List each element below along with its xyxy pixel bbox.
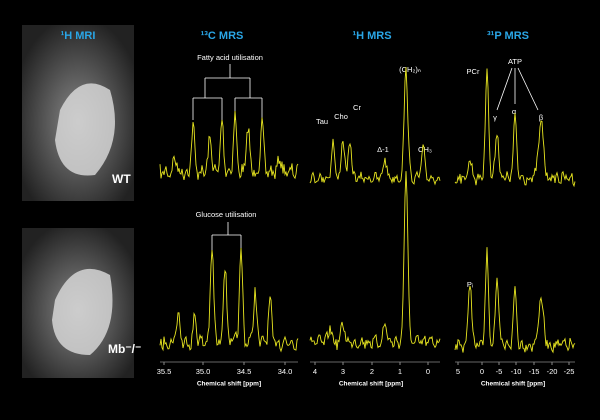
spectrum — [454, 247, 576, 354]
annotation: Glucose utilisation — [196, 210, 257, 219]
spectrum — [159, 110, 299, 181]
tick-label: 34.5 — [237, 367, 252, 376]
panel-title: ³¹P MRS — [487, 30, 529, 42]
annotation: Δ-1 — [377, 145, 389, 154]
tick-label: 5 — [456, 367, 460, 376]
tick-label: 35.0 — [196, 367, 211, 376]
tick-label: 3 — [341, 367, 345, 376]
tick-label: -15 — [529, 367, 540, 376]
annotation: α — [512, 107, 517, 116]
tick-label: 0 — [426, 367, 430, 376]
group-label: WT — [112, 172, 131, 186]
tick-label: 2 — [370, 367, 374, 376]
bracket — [211, 222, 242, 255]
tick-label: 4 — [313, 367, 317, 376]
panel-title: ¹H MRS — [352, 30, 391, 42]
panel-title: ¹H MRI — [61, 30, 96, 42]
annotation: CH₃ — [418, 145, 432, 154]
heart-ko — [52, 268, 113, 355]
axis-label: Chemical shift [ppm] — [197, 381, 261, 388]
tick-label: -10 — [511, 367, 522, 376]
annotation: Cho — [334, 112, 348, 121]
panel-title: ¹³C MRS — [201, 30, 244, 42]
atp-lines — [496, 67, 539, 111]
annotation: (CH₂)ₙ — [399, 65, 421, 74]
annotation: Tau — [316, 117, 328, 126]
annotation: γ — [493, 113, 497, 122]
annotation: Fatty acid utilisation — [197, 53, 263, 62]
annotation: β — [539, 113, 544, 122]
spectrum — [454, 68, 576, 188]
axis-label: Chemical shift [ppm] — [481, 381, 545, 388]
group-label: Mb⁻/⁻ — [108, 342, 141, 356]
annotation: ATP — [508, 57, 522, 66]
tick-label: -5 — [496, 367, 503, 376]
spectrum — [309, 66, 441, 186]
spectrum — [159, 247, 299, 353]
tick-label: -25 — [564, 367, 575, 376]
tick-label: -20 — [547, 367, 558, 376]
tick-label: 1 — [398, 367, 402, 376]
bracket — [192, 64, 263, 120]
annotation: PCr — [467, 67, 480, 76]
axis-label: Chemical shift [ppm] — [339, 381, 403, 388]
tick-label: 34.0 — [278, 367, 293, 376]
annotation: Cr — [353, 103, 361, 112]
tick-label: 35.5 — [157, 367, 172, 376]
tick-label: 0 — [480, 367, 484, 376]
heart-wt — [55, 83, 115, 176]
annotation: Pᵢ — [467, 280, 473, 289]
spectrum — [309, 171, 441, 350]
